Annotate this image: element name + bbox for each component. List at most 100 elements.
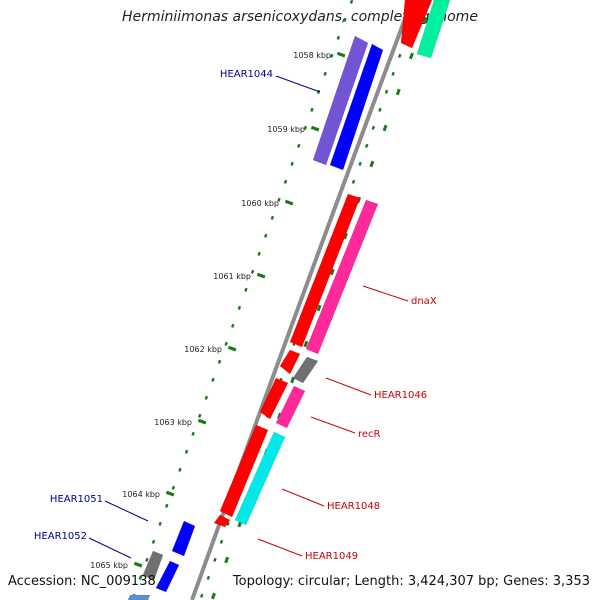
- right-dash-mark: [409, 52, 414, 60]
- kbp-major-tick: [310, 125, 320, 132]
- right-tick-mark: [365, 143, 369, 148]
- left-tick-mark: [198, 413, 202, 418]
- left-tick-mark: [270, 215, 275, 220]
- right-dash-mark: [369, 160, 375, 168]
- gene-label-leader: [257, 538, 303, 557]
- gene-label-leader: [281, 488, 325, 507]
- left-tick-mark: [297, 143, 301, 148]
- left-tick-mark: [336, 35, 341, 40]
- gene-feature-blue-lower: [155, 560, 180, 593]
- kbp-tick-label: 1060 kbp: [241, 199, 279, 208]
- gene-feature-top-red: [400, 0, 433, 49]
- right-tick-mark: [219, 539, 224, 544]
- gene-feature-red-small: [259, 377, 289, 420]
- gene-feature-red-arrow: [279, 349, 301, 375]
- right-tick-mark: [351, 179, 356, 184]
- gene-feature-dnax-red: [289, 193, 361, 348]
- left-tick-mark: [145, 557, 149, 562]
- gene-label[interactable]: dnaX: [411, 296, 437, 307]
- genome-backbone: [190, 0, 414, 600]
- label-layer: 1058 kbp 1059 kbp 1060 kbp 1061 kbp 1062 kbp…: [34, 51, 437, 570]
- right-tick-mark: [206, 575, 211, 580]
- right-dash-mark: [395, 88, 401, 96]
- kbp-major-tick: [256, 272, 266, 279]
- kbp-tick-label: 1062 kbp: [184, 345, 222, 354]
- right-dash-mark: [224, 556, 230, 564]
- gene-feature-bottom-partial: [127, 594, 151, 600]
- right-tick-mark: [371, 125, 376, 130]
- right-dash-mark: [303, 340, 309, 348]
- right-dash-mark: [211, 592, 216, 600]
- left-tick-mark: [349, 0, 354, 4]
- gene-label[interactable]: HEAR1046: [374, 390, 427, 401]
- left-tick-mark: [231, 323, 235, 328]
- gene-feature-hear1046-gray: [292, 356, 319, 384]
- gene-feature-hear1044-blue: [329, 43, 384, 171]
- left-tick-mark: [310, 107, 314, 112]
- right-tick-mark: [213, 557, 217, 562]
- tick-layer: [132, 0, 428, 600]
- right-tick-mark: [378, 107, 382, 112]
- gene-feature-dnax-pink: [305, 199, 379, 355]
- left-tick-mark: [264, 233, 268, 238]
- accession-text: Accession: NC_009138: [8, 574, 156, 589]
- gene-label-leader: [88, 537, 132, 559]
- gene-feature-recr-pink: [275, 385, 306, 429]
- left-tick-mark: [290, 161, 294, 166]
- kbp-major-tick: [284, 199, 294, 206]
- left-tick-mark: [250, 269, 255, 274]
- kbp-tick-label: 1064 kbp: [122, 490, 160, 499]
- gene-feature-hear1048-cyan: [234, 431, 286, 526]
- map-title: Herminiimonas arsenicoxydans, complete g…: [122, 9, 478, 25]
- gene-feature-hear1044-purple: [312, 35, 369, 166]
- kbp-tick-label: 1059 kbp: [267, 125, 305, 134]
- left-tick-mark: [277, 197, 281, 202]
- genome-summary-text: Topology: circular; Length: 3,424,307 bp…: [232, 574, 590, 589]
- left-tick-mark: [224, 341, 228, 346]
- kbp-tick-label: 1058 kbp: [293, 51, 331, 60]
- left-tick-mark: [191, 431, 195, 436]
- left-tick-mark: [138, 575, 143, 580]
- left-tick-mark: [158, 521, 162, 526]
- gene-label[interactable]: HEAR1048: [327, 501, 380, 512]
- gene-label-leader: [310, 416, 356, 434]
- backbone-layer: [190, 0, 414, 600]
- gene-label[interactable]: HEAR1052: [34, 531, 87, 542]
- left-tick-mark: [237, 305, 242, 310]
- right-tick-mark: [384, 89, 389, 94]
- gene-label[interactable]: recR: [358, 429, 381, 440]
- gene-feature-hear1051-blue: [171, 520, 196, 557]
- kbp-tick-label: 1063 kbp: [154, 418, 192, 427]
- feature-layer: [127, 0, 451, 600]
- gene-label-leader: [104, 500, 149, 522]
- right-tick-mark: [358, 161, 362, 166]
- gene-label-leader: [325, 377, 372, 396]
- gene-label[interactable]: HEAR1049: [305, 551, 358, 562]
- gene-feature-top-green: [416, 0, 451, 59]
- right-dash-mark: [329, 268, 335, 276]
- kbp-major-tick: [165, 490, 175, 497]
- left-tick-mark: [184, 449, 189, 454]
- gene-feature-hear1048-red: [219, 424, 269, 518]
- right-dash-mark: [382, 124, 388, 132]
- left-tick-mark: [323, 71, 327, 76]
- gene-label[interactable]: HEAR1044: [220, 69, 273, 80]
- left-tick-mark: [303, 125, 308, 130]
- left-tick-mark: [151, 539, 156, 544]
- kbp-major-tick: [197, 418, 207, 425]
- left-tick-mark: [178, 467, 182, 472]
- left-tick-mark: [283, 179, 288, 184]
- left-tick-mark: [257, 251, 261, 256]
- left-tick-mark: [165, 503, 169, 508]
- left-tick-mark: [343, 17, 347, 22]
- left-tick-mark: [330, 53, 334, 58]
- left-tick-mark: [211, 377, 215, 382]
- kbp-tick-label: 1065 kbp: [90, 561, 128, 570]
- right-tick-mark: [391, 71, 395, 76]
- left-tick-mark: [171, 485, 176, 490]
- gene-label[interactable]: HEAR1051: [50, 494, 103, 505]
- gene-label-leader: [275, 75, 321, 93]
- left-tick-mark: [244, 287, 248, 292]
- kbp-major-tick: [227, 345, 237, 352]
